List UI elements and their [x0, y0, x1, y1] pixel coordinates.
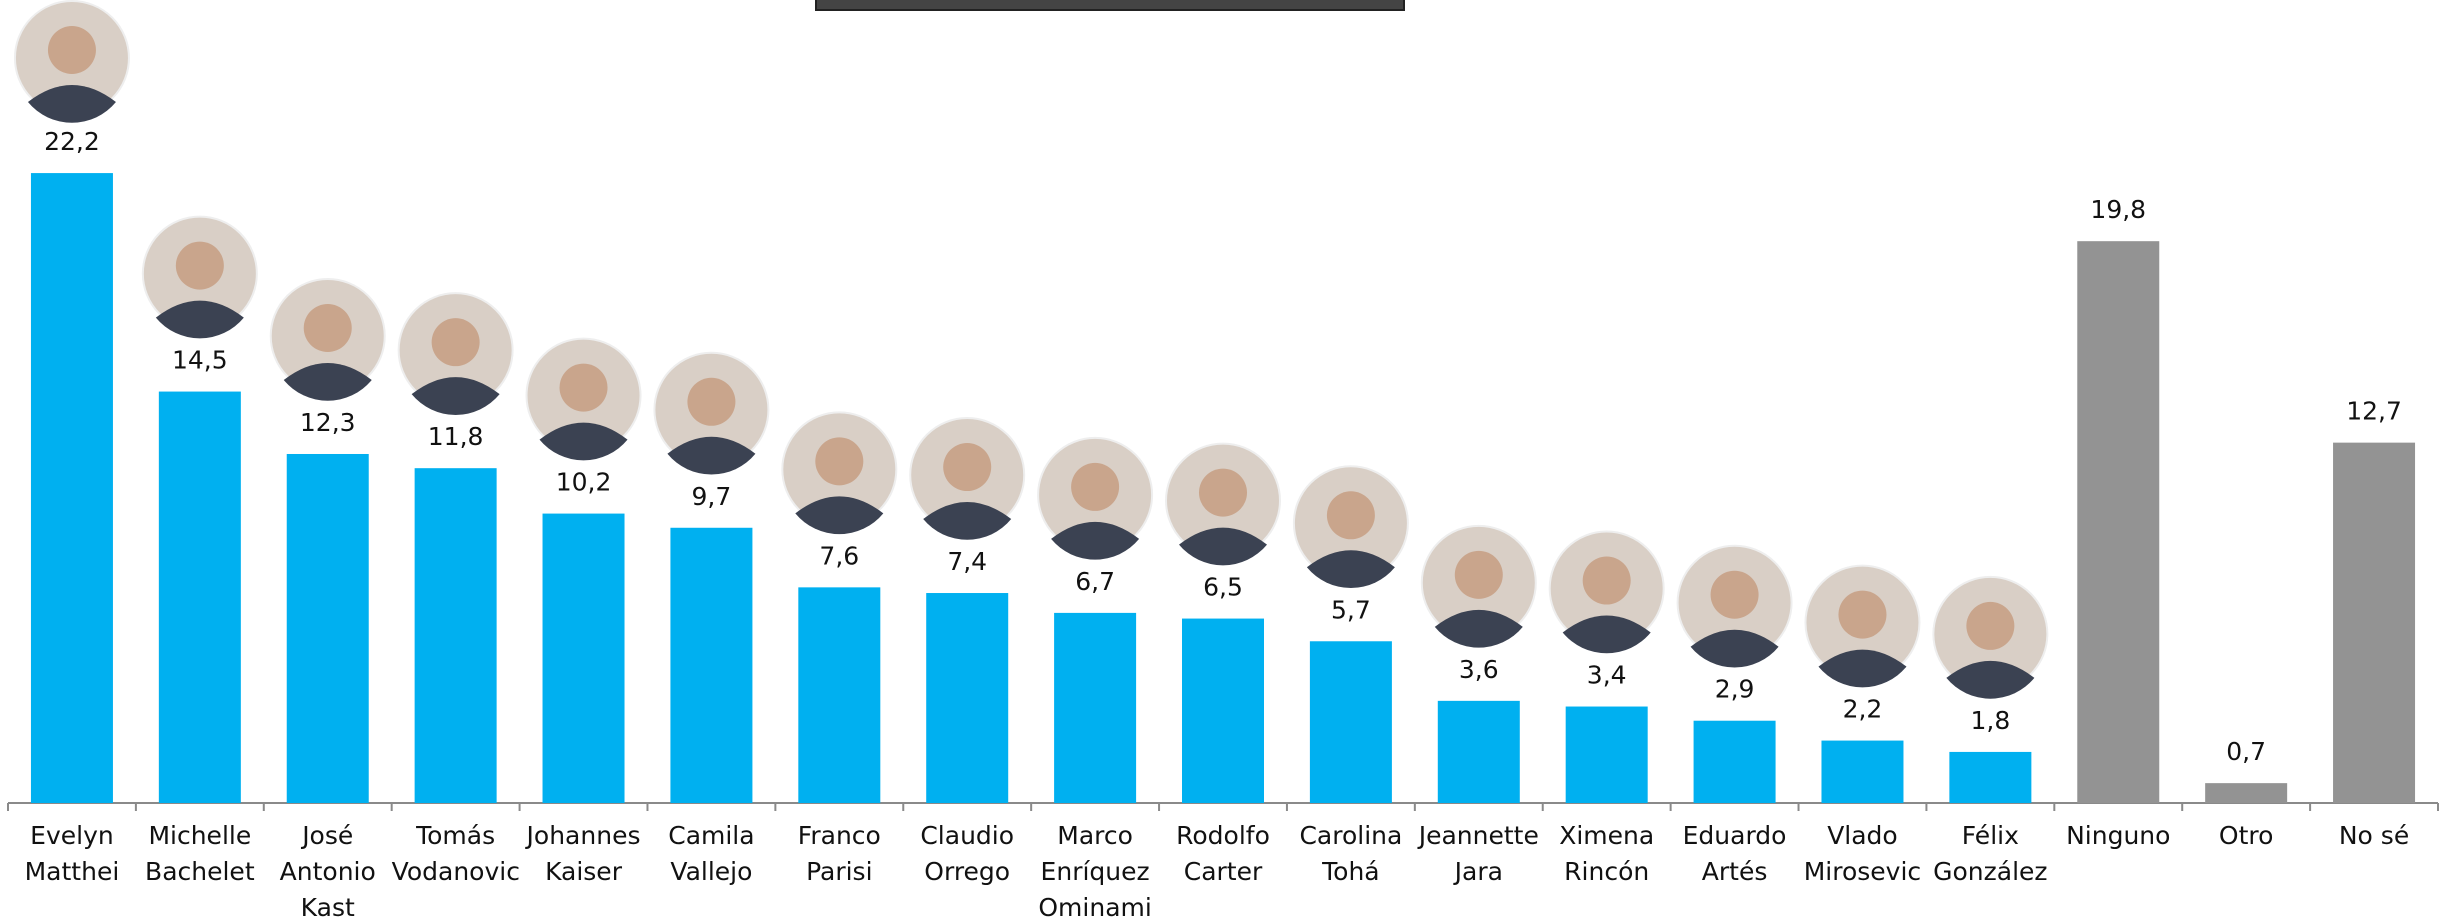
x-tick-label: Marco Enríquez Ominami — [1031, 818, 1159, 921]
value-label: 6,5 — [1203, 573, 1243, 602]
x-tick-label: Vlado Mirosevic — [1799, 818, 1927, 890]
value-label: 12,3 — [300, 408, 356, 437]
photo-face — [48, 26, 96, 74]
photo-face — [1327, 491, 1375, 539]
value-label: 10,2 — [556, 468, 612, 497]
x-tick-label: Rodolfo Carter — [1159, 818, 1287, 890]
photo-face — [1199, 469, 1247, 517]
value-label: 12,7 — [2346, 397, 2402, 426]
x-tick-label: Michelle Bachelet — [136, 818, 264, 890]
value-label: 19,8 — [2090, 195, 2146, 224]
value-label: 3,6 — [1459, 655, 1499, 684]
bar — [2333, 443, 2415, 803]
x-tick-label: Jeannette Jara — [1415, 818, 1543, 890]
photo-face — [687, 378, 735, 426]
photo-face — [1583, 557, 1631, 605]
photo-face — [815, 437, 863, 485]
bar — [415, 468, 497, 803]
chart: 22,2 14,5 12,3 11,8 10,2 9,7 7,6 7,4 6,7 6,5 5,7 3,… — [0, 0, 2445, 921]
bar — [31, 173, 113, 803]
bar — [287, 454, 369, 803]
value-label: 5,7 — [1331, 595, 1371, 624]
bar — [926, 593, 1008, 803]
value-label: 14,5 — [172, 346, 228, 375]
photo-face — [943, 443, 991, 491]
photo-face — [1455, 551, 1503, 599]
value-label: 9,7 — [692, 482, 732, 511]
bar — [1310, 641, 1392, 803]
value-label: 0,7 — [2226, 737, 2266, 766]
value-label: 2,2 — [1843, 695, 1883, 724]
x-tick-label: Otro — [2182, 818, 2310, 854]
bar — [543, 514, 625, 803]
value-label: 2,9 — [1715, 675, 1755, 704]
value-label: 7,6 — [819, 541, 859, 570]
photo-face — [304, 304, 352, 352]
header-bar — [816, 0, 1404, 10]
bar — [1566, 707, 1648, 803]
x-tick-label: Camila Vallejo — [647, 818, 775, 890]
bar — [1182, 619, 1264, 803]
value-label: 22,2 — [44, 127, 100, 156]
page: 22,2 14,5 12,3 11,8 10,2 9,7 7,6 7,4 6,7 6,5 5,7 3,… — [0, 0, 2445, 921]
x-tick-label: Félix González — [1926, 818, 2054, 890]
x-tick-label: Johannes Kaiser — [520, 818, 648, 890]
photo-face — [1838, 591, 1886, 639]
photo-face — [176, 242, 224, 290]
value-label: 6,7 — [1075, 567, 1115, 596]
x-tick-label: Claudio Orrego — [903, 818, 1031, 890]
bar — [159, 392, 241, 803]
photo-face — [432, 318, 480, 366]
x-tick-label: Ximena Rincón — [1543, 818, 1671, 890]
x-tick-label: No sé — [2310, 818, 2438, 854]
x-tick-label: Evelyn Matthei — [8, 818, 136, 890]
photo-face — [1966, 602, 2014, 650]
value-label: 3,4 — [1587, 661, 1627, 690]
bar — [2077, 241, 2159, 803]
bar — [1438, 701, 1520, 803]
x-tick-label: Eduardo Artés — [1671, 818, 1799, 890]
x-tick-label: Franco Parisi — [775, 818, 903, 890]
bar — [798, 587, 880, 803]
bar — [2205, 783, 2287, 803]
value-label: 1,8 — [1970, 706, 2010, 735]
x-tick-label: Ninguno — [2054, 818, 2182, 854]
value-label: 11,8 — [428, 422, 484, 451]
photo-face — [1711, 571, 1759, 619]
photo-face — [1071, 463, 1119, 511]
x-tick-label: José Antonio Kast — [264, 818, 392, 921]
bar — [1949, 752, 2031, 803]
bar — [1821, 741, 1903, 803]
x-tick-label: Carolina Tohá — [1287, 818, 1415, 890]
bar — [1694, 721, 1776, 803]
photo-face — [560, 364, 608, 412]
bar — [1054, 613, 1136, 803]
value-label: 7,4 — [947, 547, 987, 576]
bar — [670, 528, 752, 803]
x-tick-label: Tomás Vodanovic — [392, 818, 520, 890]
